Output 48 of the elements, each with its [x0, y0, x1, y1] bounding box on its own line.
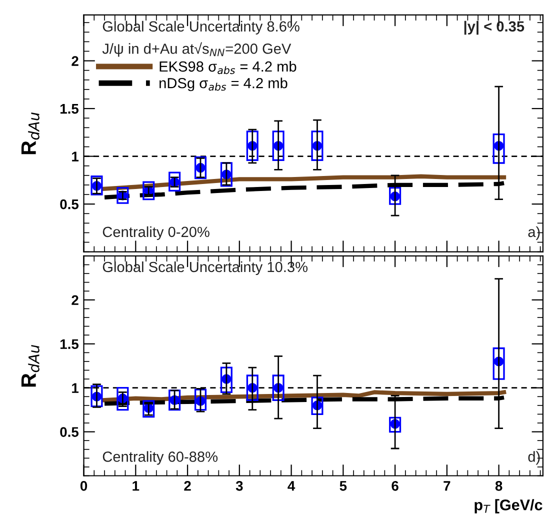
- y-axis-title: R$_{dAu}$: [21, 344, 40, 387]
- bar: [311, 130, 324, 161]
- annotation: Centrality 60-88%: [102, 451, 218, 465]
- x-axis-title: p$_{T}$ [GeV/c: [474, 499, 542, 514]
- bar: [272, 374, 284, 401]
- line-series: [102, 174, 506, 191]
- bar: [389, 186, 402, 205]
- x-tick-label: 0: [80, 480, 88, 491]
- bar: [246, 130, 258, 161]
- annotation: a): [528, 226, 540, 240]
- annotation: J/ψ in d+Au at√s$_{NN}$=200 GeV: [102, 42, 292, 57]
- bar: [142, 400, 155, 418]
- bar: [142, 181, 155, 200]
- bar: [116, 186, 129, 204]
- x-tick-label: 6: [392, 480, 398, 491]
- y-tick-label: 1: [72, 152, 79, 162]
- y-tick-label: 2: [72, 56, 78, 66]
- bar: [220, 366, 232, 394]
- annotation: Global Scale Uncertainty 10.3%: [102, 261, 308, 276]
- y-axis-title: R$_{dAu}$: [21, 112, 40, 154]
- y-tick-label: 0.5: [60, 199, 79, 210]
- x-tick-label: 8: [495, 480, 502, 491]
- bar: [389, 416, 402, 433]
- bar: [246, 374, 258, 401]
- bar: [311, 396, 324, 416]
- annotation: |y| < 0.35: [464, 20, 524, 35]
- annotation: Global Scale Uncertainty 8.6%: [102, 20, 300, 34]
- legend-label: EKS98 σ$_{abs}$ = 4.2 mb: [160, 60, 296, 74]
- x-tick-label: 1: [132, 481, 140, 491]
- legend-label: nDSg σ$_{abs}$ = 4.2 mb: [160, 78, 288, 92]
- annotation: Centrality 0-20%: [102, 226, 210, 240]
- bar: [272, 130, 284, 161]
- x-tick-label: 3: [236, 480, 243, 491]
- x-tick-label: 2: [184, 480, 191, 491]
- y-tick-label: 1.5: [60, 339, 79, 350]
- x-tick-label: 4: [288, 481, 296, 491]
- bar: [116, 386, 129, 411]
- line-series: [102, 390, 506, 402]
- y-tick-label: 1.5: [60, 104, 79, 114]
- x-tick-label: 7: [444, 481, 450, 491]
- y-tick-label: 1: [72, 383, 79, 393]
- bar: [492, 347, 505, 380]
- bar: [492, 134, 505, 164]
- bar: [168, 172, 181, 192]
- y-tick-label: 0.5: [60, 427, 79, 437]
- y-tick-label: 2: [72, 295, 78, 305]
- annotation: d): [528, 451, 540, 465]
- x-tick-label: 5: [340, 481, 347, 491]
